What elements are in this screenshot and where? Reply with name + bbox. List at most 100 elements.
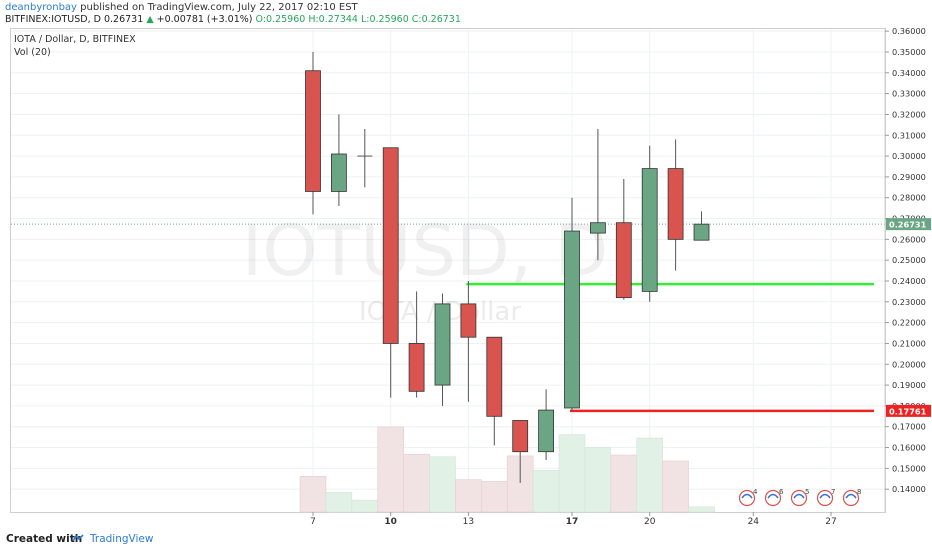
- event-badge-icon[interactable]: [790, 489, 808, 507]
- up-arrow-icon: ▲: [146, 14, 154, 25]
- tradingview-brand-link[interactable]: TradingView: [90, 533, 154, 545]
- candle[interactable]: [667, 139, 684, 271]
- event-badge-count: 4: [753, 488, 758, 496]
- candle[interactable]: [615, 178, 632, 300]
- candle[interactable]: [357, 129, 373, 188]
- event-badge-icon[interactable]: [764, 489, 782, 507]
- candle-body: [434, 303, 451, 386]
- y-tick-label: 0.23000: [892, 297, 926, 307]
- candle-body: [330, 153, 347, 192]
- candle-body: [460, 303, 477, 338]
- volume-title: Vol (20): [14, 47, 51, 58]
- series-title: IOTA / Dollar, D, BITFINEX: [14, 34, 136, 45]
- y-tick-label: 0.31000: [892, 130, 926, 140]
- candle[interactable]: [460, 280, 477, 402]
- candle[interactable]: [382, 147, 399, 398]
- ohlc-line: BITFINEX:IOTUSD, D 0.26731 ▲ +0.00781 (+…: [5, 14, 461, 25]
- event-badge-count: 8: [857, 488, 861, 496]
- chart-frame[interactable]: [10, 28, 886, 513]
- volume-bar: [325, 492, 353, 513]
- publish-line: deanbyronbay published on TradingView.co…: [5, 2, 358, 13]
- x-tick-label: 20: [644, 517, 656, 527]
- y-tick-label: 0.16000: [892, 443, 926, 453]
- event-badge-count: 7: [831, 488, 835, 496]
- candle-body: [641, 168, 658, 292]
- y-tick-label: 0.30000: [892, 151, 926, 161]
- volume-bar: [636, 437, 663, 513]
- candle[interactable]: [305, 51, 321, 215]
- ohlc-values: O:0.25960 H:0.27344 L:0.25960 C:0.26731: [255, 14, 461, 25]
- candle[interactable]: [434, 293, 451, 406]
- last-price: 0.26731: [103, 14, 144, 25]
- created-with-label: Created with: [6, 533, 83, 545]
- x-tick-label: 24: [748, 517, 760, 527]
- author-link[interactable]: deanbyronbay: [5, 2, 77, 13]
- event-badge-arc: [793, 493, 805, 499]
- footer: Created with TradingView: [0, 528, 932, 550]
- event-badge-icon[interactable]: [816, 489, 834, 507]
- candle[interactable]: [512, 420, 529, 483]
- y-tick-label: 0.19000: [892, 380, 926, 390]
- y-tick-label: 0.20000: [892, 359, 926, 369]
- volume-bar: [481, 481, 508, 513]
- candle-body: [512, 420, 529, 453]
- event-badge-arc: [845, 493, 857, 499]
- x-tick-label: 10: [384, 517, 397, 527]
- candle[interactable]: [330, 114, 347, 207]
- event-badge-arc: [741, 493, 753, 499]
- candle-body: [538, 409, 554, 453]
- x-tick-label: 13: [463, 517, 474, 527]
- candle-body: [408, 343, 425, 392]
- candle-body: [615, 222, 632, 299]
- y-tick-label: 0.36000: [892, 26, 926, 36]
- volume-bar: [610, 454, 638, 513]
- candle-body: [382, 147, 399, 344]
- watermark-symbol: IOTUSD, D: [242, 210, 608, 292]
- candle[interactable]: [564, 197, 580, 413]
- legend: IOTA / Dollar, D, BITFINEX Vol (20): [14, 33, 136, 59]
- x-tick-label: 7: [310, 517, 316, 527]
- candle[interactable]: [486, 336, 503, 446]
- last-price-tag: 0.26731: [889, 220, 927, 230]
- candle-body: [693, 223, 710, 241]
- event-badge-arc: [767, 493, 779, 499]
- event-badge-count: 6: [779, 488, 784, 496]
- symbol-label: BITFINEX:IOTUSD, D: [5, 14, 101, 25]
- event-badge-count: 5: [805, 488, 809, 496]
- volume-bar: [558, 434, 586, 513]
- chart-header: deanbyronbay published on TradingView.co…: [0, 0, 932, 26]
- candle-body: [590, 222, 606, 234]
- last-price-tag-bg: [886, 218, 931, 231]
- y-tick-label: 0.28000: [892, 193, 926, 203]
- red-level-tag-bg: [886, 404, 931, 417]
- candle-body: [564, 230, 580, 409]
- y-tick-label: 0.35000: [892, 47, 926, 57]
- price-change: +0.00781 (+3.01%): [156, 14, 253, 25]
- event-badge-icon[interactable]: [738, 489, 756, 507]
- y-tick-label: 0.33000: [892, 89, 926, 99]
- candle[interactable]: [408, 291, 425, 398]
- volume-bar: [299, 475, 327, 513]
- x-tick-label: 27: [825, 517, 836, 527]
- volume-bar: [532, 470, 560, 513]
- x-tick-label: 17: [566, 517, 579, 527]
- candle[interactable]: [693, 211, 710, 241]
- candle[interactable]: [538, 389, 554, 461]
- candle[interactable]: [641, 145, 658, 302]
- y-tick-label: 0.21000: [892, 338, 926, 348]
- y-tick-label: 0.14000: [892, 484, 926, 494]
- y-tick-label: 0.29000: [892, 172, 926, 182]
- volume-bar: [429, 456, 456, 513]
- candle-body: [305, 70, 321, 192]
- event-badge-arc: [819, 493, 831, 499]
- y-tick-label: 0.26000: [892, 234, 926, 244]
- volume-bar: [351, 499, 379, 513]
- event-badge-icon[interactable]: [842, 489, 860, 507]
- publish-info: published on TradingView.com, July 22, 2…: [80, 2, 358, 13]
- red-level-tag: 0.17761: [889, 406, 927, 416]
- candle-body: [667, 168, 684, 240]
- candle[interactable]: [590, 129, 606, 261]
- tradingview-logo-icon: [72, 534, 84, 542]
- volume-bar: [688, 506, 715, 513]
